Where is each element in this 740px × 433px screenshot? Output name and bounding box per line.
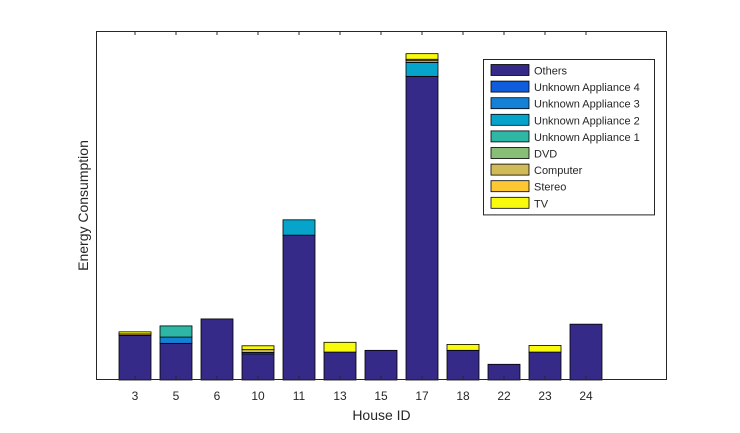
bar-segment-6-others	[200, 318, 234, 381]
bar-segment-3-others	[118, 334, 152, 381]
legend-swatch	[490, 97, 530, 110]
bar-segment-5-unknown-appliance-1	[159, 325, 193, 338]
x-tick-label: 17	[415, 389, 429, 403]
legend-swatch	[490, 130, 530, 143]
legend-label: Unknown Appliance 1	[534, 132, 640, 144]
legend-label: Others	[534, 66, 568, 78]
legend-swatch	[490, 147, 530, 159]
legend-swatch	[490, 163, 530, 176]
legend-swatch	[490, 180, 530, 193]
legend-label: Stereo	[534, 182, 566, 194]
x-tick-label: 24	[579, 389, 593, 403]
bar-segment-18-others	[446, 349, 480, 381]
legend-swatch	[490, 80, 530, 93]
x-tick-label: 6	[214, 389, 221, 403]
bar-segment-23-others	[528, 351, 562, 381]
bar-segment-13-tv	[323, 341, 357, 353]
legend-label: Unknown Appliance 2	[534, 115, 640, 127]
bar-segment-3-tv	[118, 331, 152, 335]
legend-swatch	[490, 113, 530, 126]
bar-segment-24-others	[569, 323, 603, 381]
legend-swatch	[490, 196, 530, 209]
legend-label: TV	[534, 198, 549, 210]
bar-segment-15-others	[364, 349, 398, 381]
legend-label: Computer	[534, 165, 583, 177]
x-tick-label: 22	[497, 389, 511, 403]
x-tick-label: 11	[293, 389, 306, 403]
legend-label: DVD	[534, 149, 557, 161]
bar-segment-10-tv	[241, 345, 275, 351]
legend-swatch	[490, 64, 530, 76]
x-tick-label: 23	[538, 389, 552, 403]
x-tick-label: 15	[374, 389, 388, 403]
bar-segment-10-others	[241, 353, 275, 381]
bar-segment-5-unknown-appliance-3	[159, 336, 193, 344]
bar-segment-23-tv	[528, 345, 562, 353]
x-tick-label: 13	[333, 389, 347, 403]
bar-segment-13-others	[323, 351, 357, 381]
bar-segment-17-tv	[405, 53, 439, 60]
y-axis-label: Energy Consumption	[75, 140, 91, 271]
x-ticks: 3 5 6 10 11 13 15 17 18 22 23 24	[132, 31, 593, 403]
x-tick-label: 10	[251, 389, 265, 403]
x-axis-label: House ID	[352, 407, 410, 423]
bar-segment-11-others	[282, 234, 316, 381]
bar-segment-18-tv	[446, 344, 480, 351]
bar-segment-10-computer	[241, 349, 275, 353]
bar-segment-17-others	[405, 75, 439, 381]
bar-segment-5-others	[159, 342, 193, 381]
bar-segment-17-unknown-appliance-2	[405, 62, 439, 77]
x-tick-label: 5	[173, 389, 180, 403]
x-tick-label: 3	[132, 389, 139, 403]
bars-layer	[118, 53, 603, 381]
x-tick-label: 18	[456, 389, 470, 403]
bar-segment-11-unknown-appliance-2	[282, 219, 316, 236]
legend-label: Unknown Appliance 3	[534, 99, 640, 111]
legend: Others Unknown Appliance 4 Unknown Applian…	[483, 59, 655, 216]
legend-label: Unknown Appliance 4	[534, 82, 640, 94]
